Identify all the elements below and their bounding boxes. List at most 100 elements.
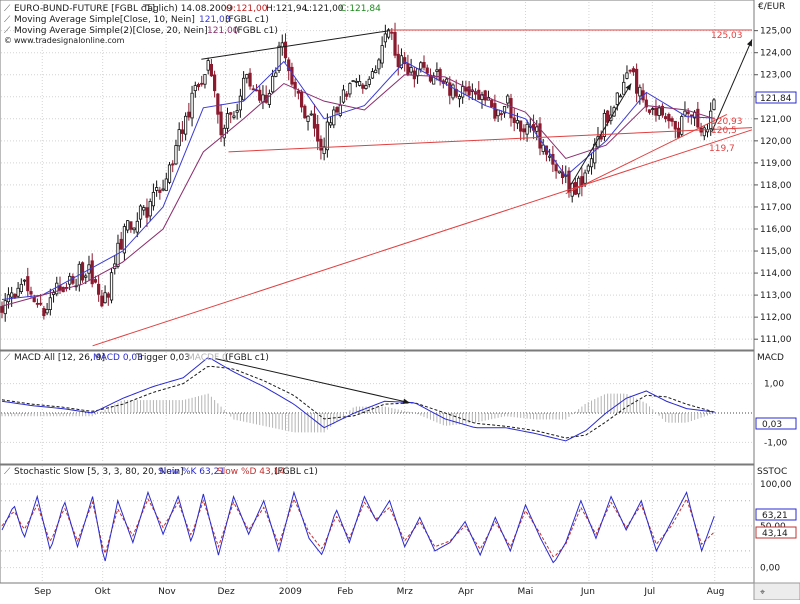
candle-body bbox=[290, 66, 294, 85]
candle-body bbox=[254, 89, 259, 92]
candle-body bbox=[116, 242, 120, 267]
candle-body bbox=[425, 67, 429, 74]
x-tick-label: Aug bbox=[707, 587, 725, 597]
candle-body bbox=[712, 99, 716, 110]
candle-body bbox=[351, 80, 355, 83]
candle-body bbox=[277, 45, 281, 71]
candle-body bbox=[644, 99, 648, 108]
candle-body bbox=[419, 62, 423, 70]
level-label-3: 119,7 bbox=[709, 144, 735, 154]
candle-body bbox=[664, 116, 668, 120]
trendline-top bbox=[201, 30, 390, 60]
candle-body bbox=[667, 113, 671, 122]
ohlc-high: H:121,94 bbox=[266, 4, 308, 14]
candle-body bbox=[322, 146, 326, 155]
arrow-head bbox=[402, 398, 410, 404]
macd-last: 0,03 bbox=[762, 420, 782, 430]
candle-body bbox=[238, 95, 242, 111]
candle-body bbox=[155, 187, 159, 191]
stoch-k-box bbox=[755, 508, 797, 521]
candle-body bbox=[493, 103, 497, 119]
zoom-icon[interactable]: ⌖ bbox=[760, 588, 765, 598]
candle-body bbox=[586, 165, 590, 172]
stoch-d-value: Slow %D 43,14 bbox=[217, 467, 285, 477]
candle-body bbox=[48, 297, 52, 310]
candle-body bbox=[55, 282, 59, 295]
candle-body bbox=[618, 95, 623, 98]
candle-body bbox=[660, 105, 665, 116]
level-label-1: 120,93 bbox=[711, 117, 743, 127]
last-price: 121,84 bbox=[760, 94, 792, 104]
stoch-k-line bbox=[1, 490, 715, 564]
candle-body bbox=[335, 107, 339, 113]
candle-body bbox=[248, 72, 252, 87]
candle-body bbox=[84, 275, 88, 278]
candle-body bbox=[148, 201, 152, 217]
candle-body bbox=[235, 110, 239, 113]
svg-text:⟋: ⟋ bbox=[4, 467, 11, 477]
unit-label: €/EUR bbox=[758, 2, 785, 12]
price-series bbox=[0, 22, 753, 347]
y-tick-label: 119,00 bbox=[760, 159, 792, 169]
candle-body bbox=[22, 279, 27, 282]
candle-body bbox=[280, 42, 284, 48]
candle-body bbox=[380, 45, 384, 64]
x-tick-label: Apr bbox=[458, 587, 474, 597]
candle-body bbox=[361, 84, 365, 89]
candle-body bbox=[19, 283, 23, 293]
macd-trigger-line bbox=[1, 365, 715, 439]
ma20-line bbox=[1, 74, 715, 307]
candle-body bbox=[312, 113, 317, 129]
candle-body bbox=[657, 107, 661, 116]
candle-body bbox=[187, 111, 191, 118]
x-tick-label: Okt bbox=[95, 587, 111, 597]
candle-body bbox=[10, 292, 14, 298]
stoch-k-last: 63,21 bbox=[762, 511, 788, 521]
candle-body bbox=[403, 57, 407, 65]
candle-body bbox=[42, 308, 46, 317]
candle-body bbox=[554, 164, 558, 172]
y-tick-label: 124,00 bbox=[760, 49, 792, 59]
candle-body bbox=[615, 92, 619, 105]
candle-body bbox=[242, 77, 246, 101]
macd-divergence-line bbox=[215, 358, 410, 404]
y-tick-label: 117,00 bbox=[760, 203, 792, 213]
candle-body bbox=[271, 75, 275, 93]
trendline-long bbox=[92, 129, 753, 347]
candle-body bbox=[399, 55, 404, 69]
candle-body bbox=[51, 292, 56, 295]
macd-tick-label: -1,00 bbox=[764, 438, 788, 448]
candle-body bbox=[174, 145, 178, 165]
y-tick-label: 113,00 bbox=[760, 291, 792, 301]
candle-body bbox=[415, 68, 420, 77]
macd-line bbox=[1, 357, 715, 442]
x-tick-label: Sep bbox=[34, 587, 51, 597]
candle-body bbox=[673, 120, 677, 130]
price-legend: ⟋ EURO-BUND-FUTURE [FGBL c1] Täglich) 14… bbox=[4, 4, 381, 45]
candle-body bbox=[332, 109, 336, 126]
candle-body bbox=[589, 158, 594, 168]
stoch-d-line bbox=[1, 497, 715, 558]
candle-body bbox=[103, 292, 107, 304]
candle-body bbox=[390, 31, 394, 34]
trendline-target bbox=[711, 39, 753, 133]
candle-body bbox=[306, 115, 310, 122]
arrow-head bbox=[746, 39, 752, 47]
x-tick-label: Dez bbox=[217, 587, 234, 597]
candle-body bbox=[477, 89, 481, 100]
candle-body bbox=[309, 113, 313, 116]
candle-body bbox=[93, 279, 98, 283]
candle-body bbox=[499, 113, 503, 116]
candle-body bbox=[180, 129, 185, 134]
candle-body bbox=[225, 113, 230, 129]
candle-body bbox=[3, 300, 7, 315]
candle-body bbox=[245, 74, 249, 79]
candle-body bbox=[512, 117, 516, 124]
candle-body bbox=[467, 86, 471, 96]
candle-body bbox=[126, 220, 130, 231]
candle-body bbox=[519, 120, 523, 132]
candle-body bbox=[29, 291, 33, 295]
candle-body bbox=[502, 106, 507, 114]
legend-icon: ⟋ bbox=[4, 4, 11, 14]
candle-body bbox=[457, 96, 462, 100]
